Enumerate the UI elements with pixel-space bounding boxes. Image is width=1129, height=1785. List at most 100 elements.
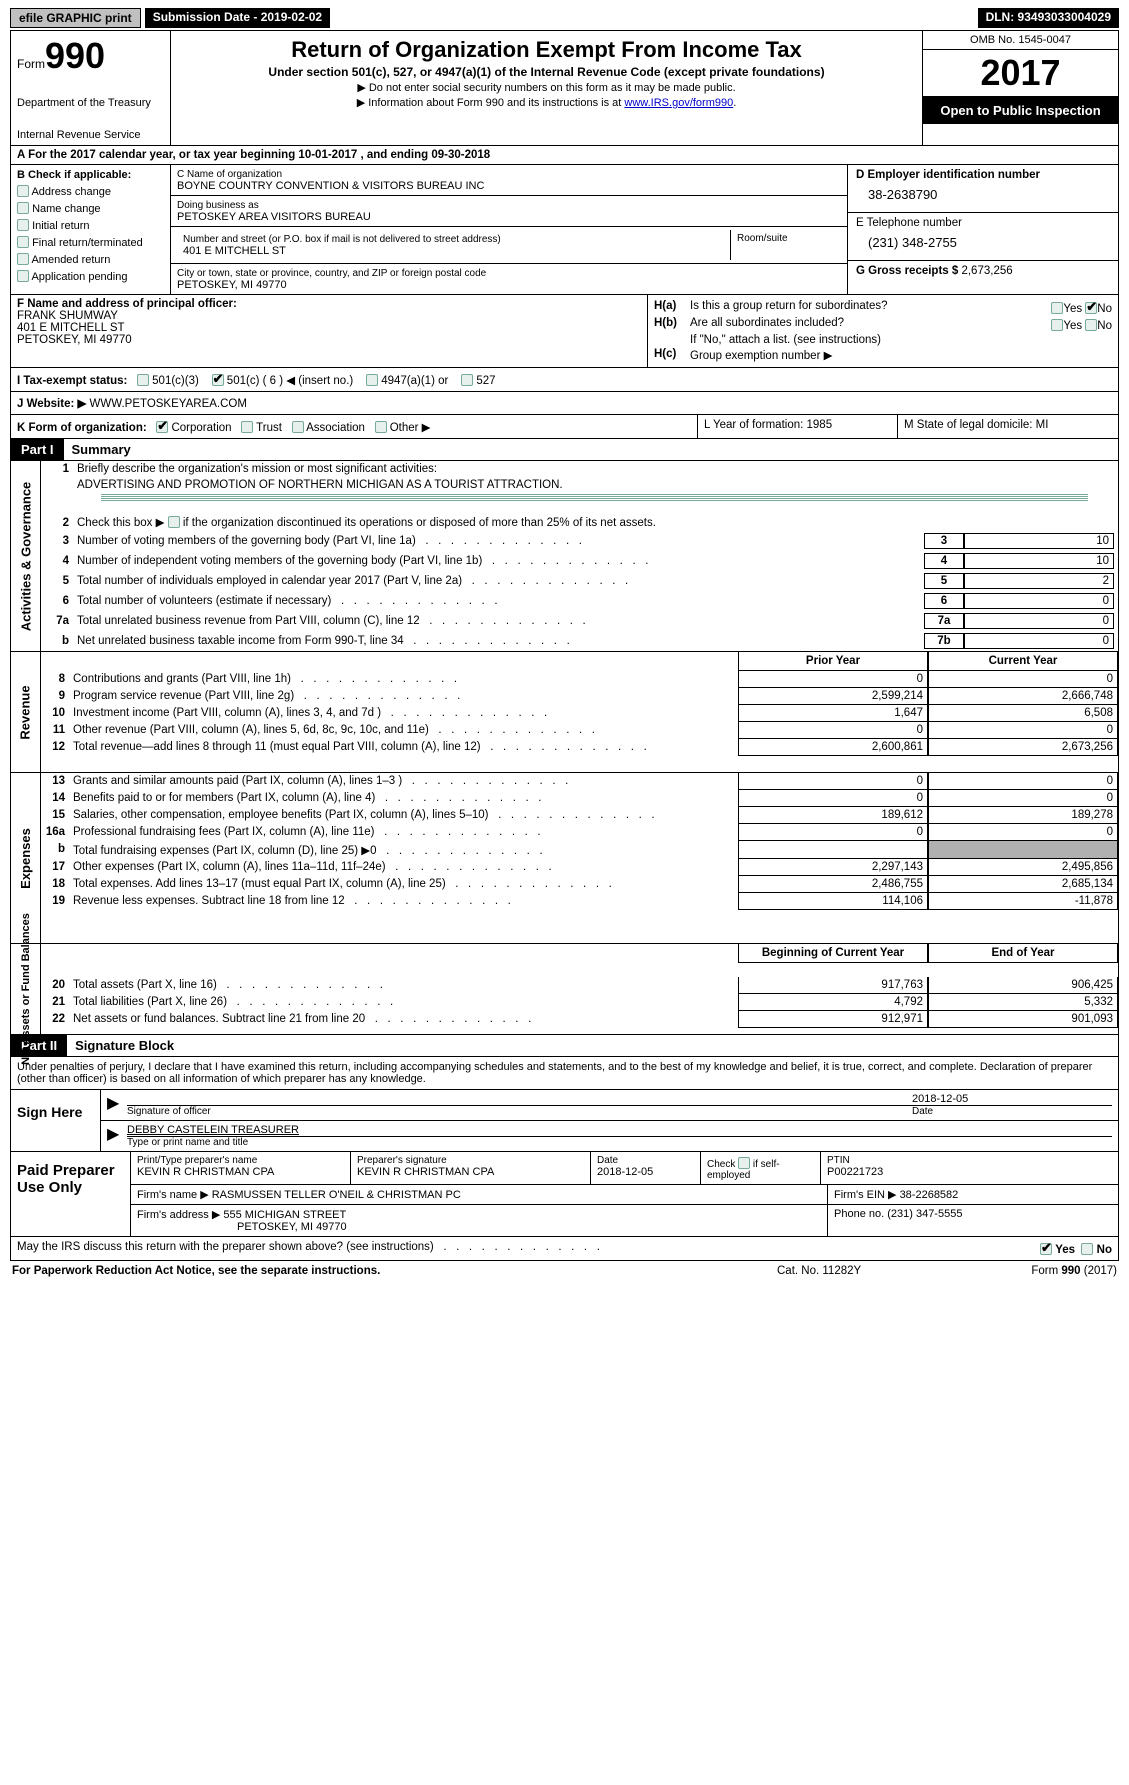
cb-discuss-no[interactable] [1081,1243,1093,1255]
line-desc: Other revenue (Part VIII, column (A), li… [73,722,738,739]
cb-discuss-yes[interactable] [1040,1243,1052,1255]
name-label: Type or print name and title [127,1136,1112,1148]
cb-application-pending[interactable] [17,270,29,282]
preparer-block: Paid Preparer Use Only Print/Type prepar… [10,1152,1119,1237]
tab-activities: Activities & Governance [18,481,33,631]
year-formation: L Year of formation: 1985 [698,415,898,438]
omb-number: OMB No. 1545-0047 [923,31,1118,50]
dba-label: Doing business as [177,200,259,211]
col-b: B Check if applicable: Address change Na… [11,165,171,294]
part1-header: Part I Summary [10,439,1119,461]
firm-name: RASMUSSEN TELLER O'NEIL & CHRISTMAN PC [212,1189,461,1201]
cb-address-change[interactable] [17,185,29,197]
efile-btn[interactable]: efile GRAPHIC print [10,8,141,28]
line-desc: Net assets or fund balances. Subtract li… [73,1011,738,1028]
line-desc: Total fundraising expenses (Part IX, col… [73,841,738,859]
cb-other[interactable] [375,421,387,433]
l1-value: ADVERTISING AND PROMOTION OF NORTHERN MI… [77,479,1114,491]
cb-ha-no[interactable] [1085,302,1097,314]
prior-val: 0 [738,824,928,841]
line-desc: Total number of volunteers (estimate if … [77,595,924,607]
cb-trust[interactable] [241,421,253,433]
cb-initial-return[interactable] [17,219,29,231]
sign-here-label: Sign Here [11,1090,101,1151]
section-expenses: Expenses 13Grants and similar amounts pa… [10,773,1119,944]
cb-hb-no[interactable] [1085,319,1097,331]
curr-val: 2,495,856 [928,859,1118,876]
gross-label: G Gross receipts $ [856,265,961,277]
cb-association[interactable] [292,421,304,433]
officer-label: F Name and address of principal officer: [17,298,237,310]
part2-header: Part II Signature Block [10,1035,1119,1057]
prior-val: 189,612 [738,807,928,824]
cb-hb-yes[interactable] [1051,319,1063,331]
prior-val: 2,486,755 [738,876,928,893]
form-ref: Form 990 (2017) [977,1265,1117,1277]
col-c: C Name of organization BOYNE COUNTRY CON… [171,165,848,294]
instructions-link[interactable]: www.IRS.gov/form990 [624,97,733,109]
tel-label: E Telephone number [856,217,962,229]
officer-typed-name: DEBBY CASTELEIN TREASURER [127,1124,299,1136]
tab-expenses: Expenses [18,828,33,889]
section-revenue: Revenue Prior YearCurrent Year 8Contribu… [10,652,1119,773]
ein: 38-2638790 [856,181,1110,208]
curr-val: 2,685,134 [928,876,1118,893]
preparer-name: KEVIN R CHRISTMAN CPA [137,1166,274,1178]
col-b-hdr: B Check if applicable: [17,169,164,181]
cb-527[interactable] [461,374,473,386]
form-header: Form990 Department of the Treasury Inter… [10,30,1119,146]
hdr-eoy: End of Year [928,944,1118,963]
line-desc: Total revenue—add lines 8 through 11 (mu… [73,739,738,756]
cb-final-return[interactable] [17,236,29,248]
cb-501c3[interactable] [137,374,149,386]
form-subtitle: Under section 501(c), 527, or 4947(a)(1)… [181,65,912,79]
curr-val: 901,093 [928,1011,1118,1028]
line-box: 3 [924,533,964,549]
hb-text: Are all subordinates included? [690,317,1051,332]
cb-4947[interactable] [366,374,378,386]
curr-val: 0 [928,722,1118,739]
line-desc: Program service revenue (Part VIII, line… [73,688,738,705]
row-i: I Tax-exempt status: 501(c)(3) 501(c) ( … [10,368,1119,392]
self-employed-check: Check if self-employed [701,1152,821,1184]
cb-501c[interactable] [212,374,224,386]
city-label: City or town, state or province, country… [177,268,486,279]
curr-val: 5,332 [928,994,1118,1011]
curr-val: 0 [928,790,1118,807]
cb-self-employed[interactable] [738,1157,750,1169]
name-arrow-icon: ▶ [107,1124,127,1148]
section-net: Net Assets or Fund Balances Beginning of… [10,944,1119,1035]
line-val: 0 [964,613,1114,629]
line-val: 2 [964,573,1114,589]
dba: PETOSKEY AREA VISITORS BUREAU [177,211,371,223]
topbar: efile GRAPHIC print Submission Date - 20… [10,8,1119,28]
sig-arrow-icon: ▶ [107,1093,127,1117]
line-desc: Benefits paid to or for members (Part IX… [73,790,738,807]
officer-addr1: 401 E MITCHELL ST [17,322,125,334]
prior-val: 2,297,143 [738,859,928,876]
cb-name-change[interactable] [17,202,29,214]
curr-val: 0 [928,824,1118,841]
curr-val [928,841,1118,859]
cb-ha-yes[interactable] [1051,302,1063,314]
firm-addr1: 555 MICHIGAN STREET [223,1209,346,1221]
line-desc: Grants and similar amounts paid (Part IX… [73,773,738,790]
line-desc: Total assets (Part X, line 16) [73,977,738,994]
cat-no: Cat. No. 11282Y [777,1265,977,1277]
col-f: F Name and address of principal officer:… [11,295,648,367]
cb-corporation[interactable] [156,421,168,433]
section-activities: Activities & Governance 1Briefly describ… [10,461,1119,652]
preparer-date: 2018-12-05 [597,1166,653,1178]
cb-discontinued[interactable] [168,516,180,528]
open-to-public: Open to Public Inspection [923,97,1118,124]
officer-addr2: PETOSKEY, MI 49770 [17,334,132,346]
line-desc: Total number of individuals employed in … [77,575,924,587]
dln: DLN: 93493033004029 [978,8,1119,28]
hc-text: Group exemption number ▶ [690,348,1112,362]
line-val: 10 [964,533,1114,549]
block-fh: F Name and address of principal officer:… [10,295,1119,368]
cb-amended[interactable] [17,253,29,265]
city: PETOSKEY, MI 49770 [177,279,287,291]
line-desc: Professional fundraising fees (Part IX, … [73,824,738,841]
prior-val: 0 [738,773,928,790]
